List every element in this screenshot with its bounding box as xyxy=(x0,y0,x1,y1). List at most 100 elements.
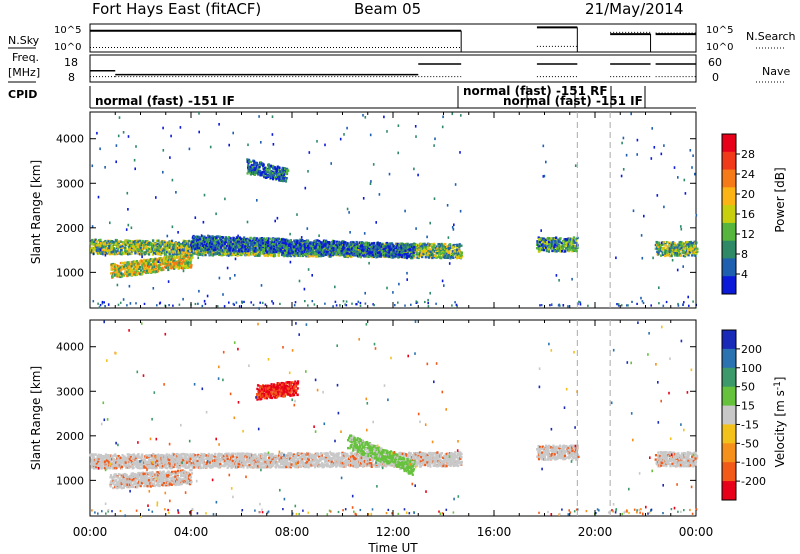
echo-cell xyxy=(306,240,309,243)
echo-cell xyxy=(194,247,197,251)
echo-cell xyxy=(324,242,327,245)
echo-cell xyxy=(140,260,143,263)
echo-cell xyxy=(256,242,259,246)
echo-cell xyxy=(130,260,133,264)
echo-cell xyxy=(353,244,356,247)
echo-cell xyxy=(452,250,455,253)
echo-cell xyxy=(423,246,426,249)
echo-cell xyxy=(366,254,369,257)
echo-cell xyxy=(444,245,447,249)
echo-cell xyxy=(145,259,148,262)
echo-cell xyxy=(225,246,228,250)
echo-cell xyxy=(404,254,408,258)
echo-cell xyxy=(136,250,139,254)
echo-cell xyxy=(198,240,201,243)
date-title: 21/May/2014 xyxy=(585,0,683,18)
echo-cell xyxy=(123,252,126,255)
echo-cell xyxy=(170,258,173,261)
echo-cell xyxy=(258,254,261,257)
echo-cell xyxy=(449,246,452,249)
echo-cell xyxy=(278,248,281,251)
echo-cell xyxy=(94,238,97,241)
echo-cell xyxy=(452,253,455,257)
echo-cell xyxy=(328,251,332,254)
echo-cell xyxy=(413,247,416,250)
echo-cell xyxy=(257,244,260,248)
echo-cell xyxy=(136,248,139,251)
echo-cell xyxy=(457,252,460,256)
echo-cell xyxy=(404,245,407,248)
echo-cell xyxy=(235,242,238,245)
echo-cell xyxy=(364,255,367,258)
echo-cell xyxy=(125,247,128,250)
echo-cell xyxy=(143,241,147,244)
echo-cell xyxy=(313,241,316,244)
echo-cell xyxy=(260,245,263,249)
echo-cell xyxy=(133,260,136,263)
echo-cell xyxy=(368,245,371,249)
echo-cell xyxy=(431,256,434,260)
echo-cell xyxy=(273,248,276,251)
echo-cell xyxy=(269,237,272,240)
echo-cell xyxy=(243,236,246,239)
echo-cell xyxy=(121,275,124,278)
echo-cell xyxy=(297,244,300,247)
echo-cell xyxy=(304,252,307,256)
echo-cell xyxy=(326,250,329,254)
echo-cell xyxy=(182,252,185,255)
echo-cell xyxy=(131,272,134,275)
echo-cell xyxy=(138,253,141,256)
echo-cell xyxy=(164,262,167,265)
echo-cell xyxy=(223,243,227,246)
echo-cell xyxy=(244,248,248,251)
echo-cell xyxy=(432,254,435,257)
echo-cell xyxy=(148,265,151,268)
echo-cell xyxy=(200,248,203,251)
echo-cell xyxy=(448,251,451,254)
echo-cell xyxy=(152,245,155,248)
echo-cell xyxy=(210,245,213,249)
echo-cell xyxy=(161,266,164,269)
echo-cell xyxy=(366,250,369,253)
echo-cell xyxy=(245,238,248,241)
echo-cell xyxy=(361,249,364,252)
echo-cell xyxy=(110,247,113,251)
echo-cell xyxy=(399,254,402,257)
echo-cell xyxy=(376,250,379,253)
echo-cell xyxy=(341,243,344,246)
echo-cell xyxy=(191,256,194,259)
echo-cell xyxy=(128,267,131,271)
echo-cell xyxy=(397,253,400,256)
echo-cell xyxy=(257,172,260,176)
echo-cell xyxy=(178,264,181,267)
echo-cell xyxy=(370,254,373,257)
echo-cell xyxy=(429,250,432,253)
echo-cell xyxy=(157,252,160,255)
echo-cell xyxy=(398,247,401,250)
echo-cell xyxy=(408,251,411,254)
echo-cell xyxy=(254,168,257,171)
echo-cell xyxy=(418,244,421,247)
echo-cell xyxy=(94,243,97,246)
echo-cell xyxy=(228,251,231,255)
echo-cell xyxy=(147,240,150,244)
echo-cell xyxy=(376,251,380,255)
echo-cell xyxy=(226,246,230,250)
echo-cell xyxy=(260,240,263,243)
echo-cell xyxy=(315,243,318,246)
echo-cell xyxy=(457,254,460,257)
echo-cell xyxy=(250,172,253,175)
echo-cell xyxy=(437,255,440,259)
echo-cell xyxy=(286,244,289,248)
echo-cell xyxy=(203,253,206,257)
echo-cell xyxy=(250,243,253,247)
echo-cell xyxy=(416,252,419,255)
echo-cell xyxy=(185,242,188,245)
echo-cell xyxy=(336,246,339,249)
echo-cell xyxy=(166,263,169,266)
echo-cell xyxy=(115,242,118,245)
echo-cell xyxy=(111,275,114,278)
echo-cell xyxy=(246,158,249,161)
echo-cell xyxy=(253,160,256,163)
echo-cell xyxy=(358,254,361,257)
